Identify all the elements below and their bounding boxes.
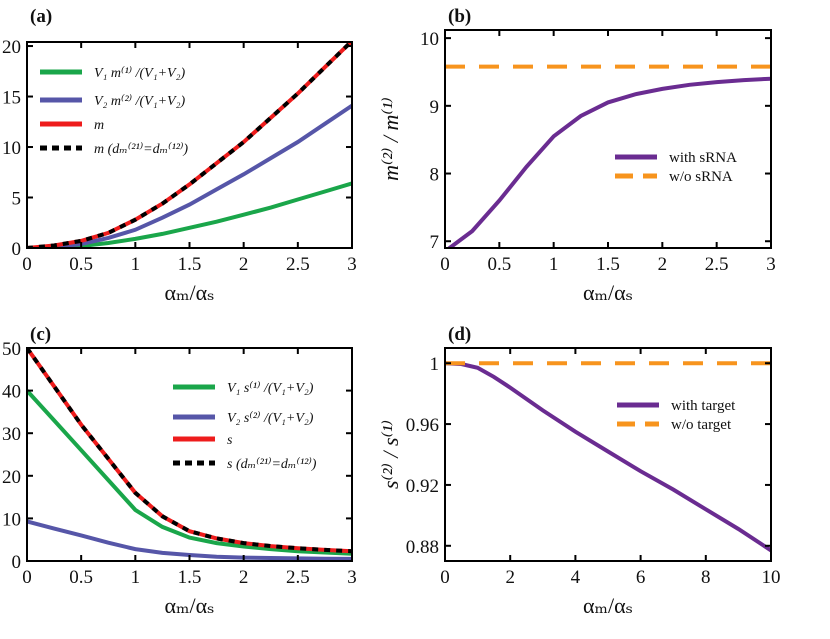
legend: with sRNA w/o sRNA xyxy=(615,150,737,185)
x-tick-label: 2.5 xyxy=(705,254,729,275)
x-tick-label: 2 xyxy=(239,567,249,588)
y-tick-label: 7 xyxy=(430,232,440,253)
x-tick-label: 0 xyxy=(440,254,450,275)
x-tick-label: 10 xyxy=(762,567,781,588)
x-tick-label: 3 xyxy=(347,567,357,588)
legend-label: with target xyxy=(671,398,736,414)
x-tick-label: 0.5 xyxy=(69,567,93,588)
x-axis-label: αₘ/αₛ xyxy=(583,280,633,305)
x-tick-label: 1.5 xyxy=(178,254,202,275)
series-line xyxy=(27,42,352,248)
series-line xyxy=(445,361,771,553)
legend-label: V₂ m⁽²⁾ /(V₁+V₂) xyxy=(94,94,185,109)
x-tick-label: 2 xyxy=(505,567,515,588)
x-tick-label: 1 xyxy=(549,254,559,275)
series-line xyxy=(446,76,771,248)
y-tick-label: 0 xyxy=(12,552,22,573)
legend-label: V₂ s⁽²⁾ /(V₁+V₂) xyxy=(227,411,314,426)
x-tick-label: 3 xyxy=(347,254,357,275)
legend-label: w/o target xyxy=(671,417,732,433)
x-tick-label: 2 xyxy=(239,254,249,275)
panel-label: (b) xyxy=(448,6,471,27)
y-tick-label: 0.92 xyxy=(406,476,439,497)
legend-label: with sRNA xyxy=(669,150,737,166)
x-tick-label: 2 xyxy=(658,254,668,275)
x-tick-label: 0 xyxy=(440,567,450,588)
series-line xyxy=(27,348,352,554)
panel-label: (a) xyxy=(30,6,52,27)
y-tick-label: 8 xyxy=(430,165,440,186)
y-tick-label: 0.88 xyxy=(406,537,439,558)
y-tick-label: 10 xyxy=(420,29,439,50)
x-tick-label: 1 xyxy=(131,254,141,275)
x-tick-label: 0 xyxy=(22,567,32,588)
y-tick-label: 30 xyxy=(2,424,21,445)
series-line xyxy=(27,181,352,248)
y-tick-label: 0 xyxy=(12,239,22,260)
y-tick-label: 0.96 xyxy=(406,415,439,436)
panel-label: (d) xyxy=(448,324,471,345)
panel-d: (d) 0 2 4 6 8 10 0.88 0.92 0.96 1 αₘ/αₛ s⁽²⁾ / s⁽¹⁾ w… xyxy=(378,324,781,618)
x-tick-label: 2.5 xyxy=(286,254,310,275)
x-tick-label: 0 xyxy=(22,254,32,275)
legend: with target w/o target xyxy=(617,398,736,433)
y-tick-label: 9 xyxy=(430,97,440,118)
x-tick-label: 4 xyxy=(571,567,581,588)
y-axis-label: s⁽²⁾ / s⁽¹⁾ xyxy=(378,420,403,489)
x-tick-label: 0.5 xyxy=(69,254,93,275)
x-tick-label: 3 xyxy=(766,254,776,275)
y-tick-label: 40 xyxy=(2,382,21,403)
legend-label: s xyxy=(227,433,233,448)
x-tick-label: 1.5 xyxy=(596,254,620,275)
y-tick-label: 5 xyxy=(12,189,22,210)
x-tick-label: 6 xyxy=(636,567,646,588)
plot-frame xyxy=(444,29,772,249)
legend-label: w/o sRNA xyxy=(669,169,733,185)
x-axis-label: αₘ/αₛ xyxy=(583,593,633,618)
y-tick-label: 1 xyxy=(430,354,440,375)
y-tick-label: 20 xyxy=(2,37,21,58)
plot-frame xyxy=(444,347,772,562)
y-axis-label: m⁽²⁾ / m⁽¹⁾ xyxy=(378,97,403,181)
x-tick-label: 1 xyxy=(131,567,141,588)
y-tick-label: 10 xyxy=(2,138,21,159)
panel-label: (c) xyxy=(30,324,51,345)
panel-a: (a) 0 0.5 1 1.5 2 2.5 3 0 5 10 15 20 αₘ/αₛ V₁ m⁽¹⁾ /(V… xyxy=(2,6,357,305)
legend-label: m xyxy=(94,118,104,133)
y-tick-label: 50 xyxy=(2,339,21,360)
x-tick-label: 1.5 xyxy=(178,567,202,588)
legend-label: s (dₘ⁽²¹⁾=dₘ⁽¹²⁾) xyxy=(227,457,317,472)
x-tick-label: 0.5 xyxy=(487,254,511,275)
y-tick-label: 15 xyxy=(2,88,21,109)
legend-label: m (dₘ⁽²¹⁾=dₘ⁽¹²⁾) xyxy=(94,142,188,157)
series-line xyxy=(27,389,352,556)
x-tick-label: 2.5 xyxy=(286,567,310,588)
x-axis-label: αₘ/αₛ xyxy=(164,280,214,305)
legend-label: V₁ s⁽¹⁾ /(V₁+V₂) xyxy=(227,381,314,396)
legend-label: V₁ m⁽¹⁾ /(V₁+V₂) xyxy=(94,66,185,81)
y-tick-label: 10 xyxy=(2,509,21,530)
legend: V₁ s⁽¹⁾ /(V₁+V₂) V₂ s⁽²⁾ /(V₁+V₂) s s (dₘ⁽²… xyxy=(173,381,317,472)
x-axis-label: αₘ/αₛ xyxy=(164,593,214,618)
panel-b: (b) 0 0.5 1 1.5 2 2.5 3 7 8 9 10 αₘ/αₛ m⁽²⁾ / m⁽¹⁾ wit… xyxy=(378,6,776,305)
legend: V₁ m⁽¹⁾ /(V₁+V₂) V₂ m⁽²⁾ /(V₁+V₂) m m (dₘ⁽²… xyxy=(40,66,188,157)
series-line xyxy=(27,348,352,554)
y-tick-label: 20 xyxy=(2,467,21,488)
x-tick-label: 8 xyxy=(701,567,711,588)
